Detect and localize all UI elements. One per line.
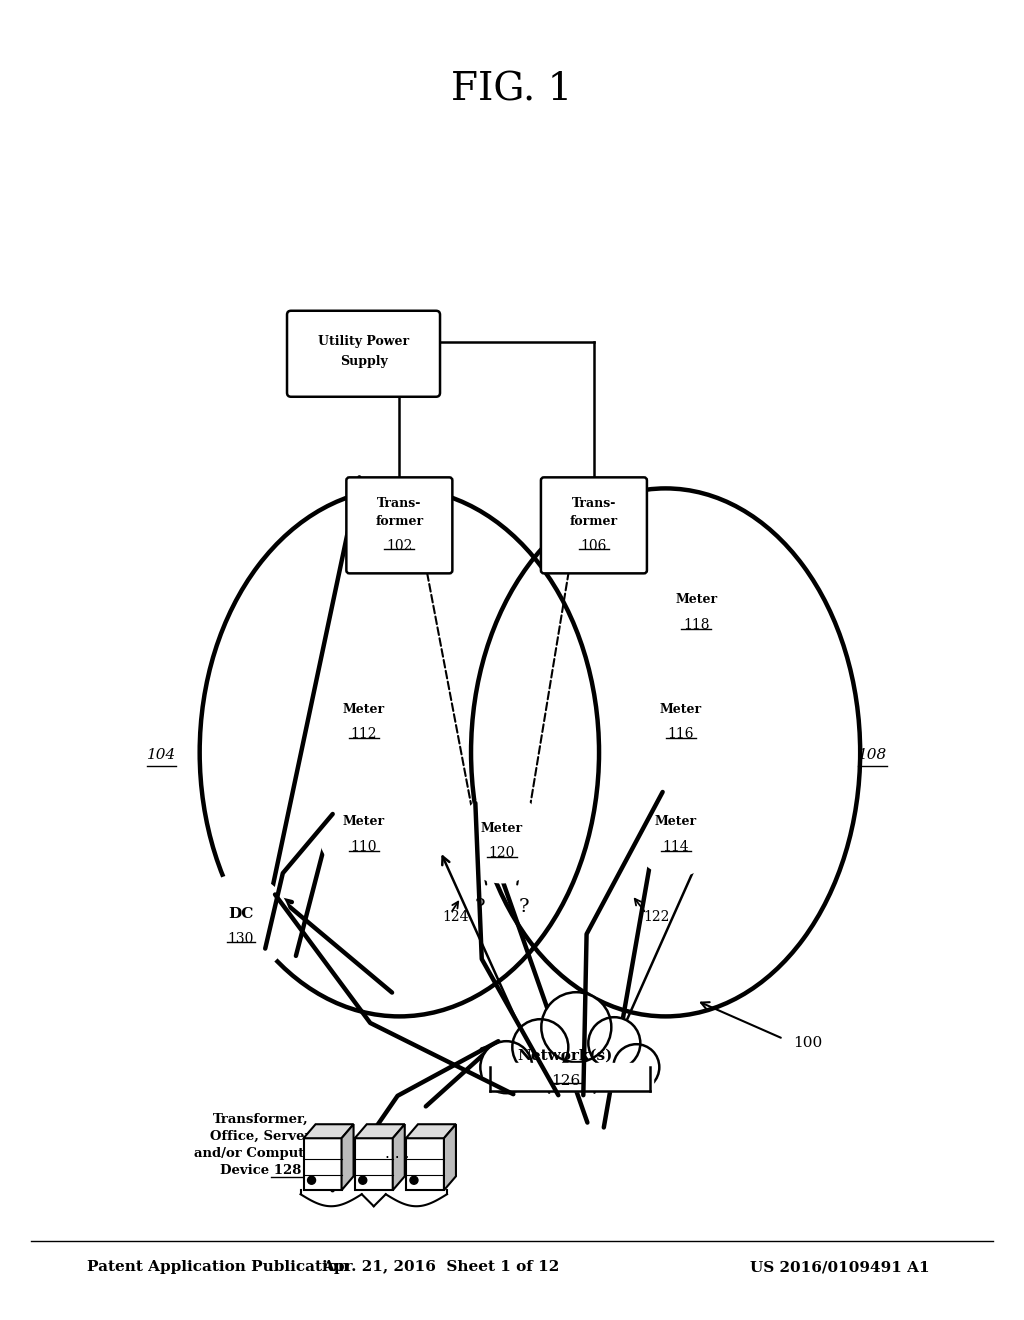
Text: 118: 118 [683, 618, 710, 632]
Bar [303, 1138, 342, 1191]
Circle shape [480, 1041, 532, 1093]
Circle shape [410, 1176, 418, 1184]
Text: US 2016/0109491 A1: US 2016/0109491 A1 [750, 1261, 930, 1274]
Text: Meter: Meter [342, 704, 385, 715]
Circle shape [652, 566, 740, 653]
Text: 130: 130 [227, 932, 254, 946]
FancyBboxPatch shape [346, 478, 453, 573]
Text: 112: 112 [350, 727, 377, 742]
Circle shape [637, 676, 725, 763]
Bar [406, 1138, 444, 1191]
Circle shape [613, 1044, 659, 1090]
Text: 122: 122 [643, 911, 670, 924]
Text: Trans-: Trans- [571, 496, 616, 510]
Circle shape [542, 993, 611, 1063]
Text: DC: DC [228, 907, 253, 921]
Text: ?: ? [518, 898, 529, 916]
Text: FIG. 1: FIG. 1 [452, 71, 572, 108]
Circle shape [458, 795, 546, 882]
Text: former: former [376, 515, 423, 528]
Text: Patent Application Publication: Patent Application Publication [87, 1261, 349, 1274]
Polygon shape [444, 1125, 456, 1191]
Text: 120: 120 [488, 846, 515, 861]
Circle shape [319, 788, 408, 875]
FancyBboxPatch shape [287, 310, 440, 397]
Text: 102: 102 [386, 540, 413, 553]
Circle shape [319, 676, 408, 763]
Bar [354, 1138, 393, 1191]
Text: Supply: Supply [340, 355, 387, 368]
Text: 108: 108 [858, 748, 887, 762]
Text: . . .: . . . [385, 1146, 410, 1162]
Text: Apr. 21, 2016  Sheet 1 of 12: Apr. 21, 2016 Sheet 1 of 12 [322, 1261, 559, 1274]
Text: Meter: Meter [654, 814, 697, 828]
Bar [483, 1063, 653, 1092]
Circle shape [632, 788, 720, 875]
FancyBboxPatch shape [541, 478, 647, 573]
Text: ?: ? [474, 898, 485, 916]
Polygon shape [342, 1125, 353, 1191]
Circle shape [191, 875, 290, 973]
Circle shape [512, 1019, 568, 1076]
Text: 124: 124 [442, 911, 469, 924]
Circle shape [358, 1176, 367, 1184]
Text: Meter: Meter [342, 814, 385, 828]
Text: 106: 106 [581, 540, 607, 553]
Text: Trans-: Trans- [377, 496, 422, 510]
Text: Office, Server: Office, Server [210, 1130, 312, 1143]
Text: Network(s): Network(s) [518, 1048, 613, 1063]
Text: former: former [570, 515, 617, 528]
Polygon shape [354, 1125, 404, 1138]
Circle shape [589, 1018, 640, 1069]
Text: Device 128: Device 128 [220, 1164, 302, 1176]
Polygon shape [393, 1125, 404, 1191]
Text: 126: 126 [551, 1074, 580, 1088]
Text: Utility Power: Utility Power [318, 335, 409, 348]
Text: and/or Computing: and/or Computing [195, 1147, 328, 1160]
Text: Meter: Meter [480, 821, 523, 834]
Text: 116: 116 [668, 727, 694, 742]
Polygon shape [406, 1125, 456, 1138]
Text: 104: 104 [147, 748, 176, 762]
Text: 114: 114 [663, 840, 689, 854]
Text: 100: 100 [794, 1036, 823, 1049]
Circle shape [307, 1176, 315, 1184]
Text: Transformer,: Transformer, [213, 1113, 309, 1126]
Polygon shape [303, 1125, 353, 1138]
Text: Meter: Meter [675, 593, 718, 606]
Text: Meter: Meter [659, 704, 702, 715]
Text: 110: 110 [350, 840, 377, 854]
